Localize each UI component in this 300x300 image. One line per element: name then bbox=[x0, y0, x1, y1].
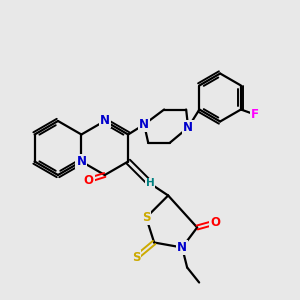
Text: O: O bbox=[84, 173, 94, 187]
Text: N: N bbox=[76, 155, 86, 168]
Text: N: N bbox=[139, 118, 149, 131]
Text: N: N bbox=[177, 241, 187, 254]
Text: S: S bbox=[142, 211, 150, 224]
Text: N: N bbox=[183, 121, 193, 134]
Text: S: S bbox=[132, 251, 140, 264]
Text: F: F bbox=[251, 108, 259, 121]
Text: O: O bbox=[210, 216, 220, 229]
Text: N: N bbox=[100, 115, 110, 128]
Text: H: H bbox=[146, 178, 154, 188]
